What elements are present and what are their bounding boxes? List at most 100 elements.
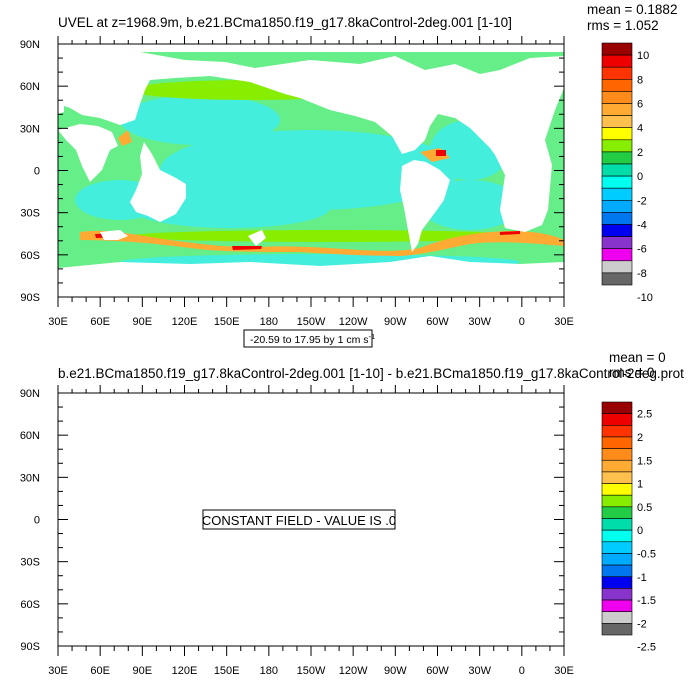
colorbar-swatch [601,564,633,578]
colorbar-swatch [601,260,633,274]
colorbar-swatch [601,611,633,624]
colorbar-swatch [601,576,633,589]
y-tick-label: 60N [20,430,40,442]
x-tick-label: 30W [468,665,491,677]
panel-top-contour-info-prefix: -20.59 to 17.95 by 1 cm s [250,334,368,346]
colorbar-swatch [601,151,633,165]
colorbar-label: 2 [637,432,643,444]
y-tick-label: 90S [20,292,40,304]
panel-bottom-constant-text: CONSTANT FIELD - VALUE IS .0 [202,513,396,528]
colorbar-swatch [601,54,633,68]
x-tick-label: 30W [468,316,491,328]
colorbar-swatch [601,127,633,141]
panel-bottom-title: b.e21.BCma1850.f19_g17.8kaControl-2deg.0… [58,366,684,381]
colorbar-swatch [601,91,633,104]
colorbar-label: 0.5 [637,502,652,514]
colorbar-swatch [601,139,633,153]
y-tick-label: 60N [20,81,40,93]
colorbar-swatch [601,200,633,213]
panel-bottom: b.e21.BCma1850.f19_g17.8kaControl-2deg.0… [20,350,684,677]
colorbar-label: -1.5 [637,595,656,607]
colorbar-swatch [601,623,633,636]
colorbar-label: -4 [637,220,647,232]
colorbar-label: 2 [637,147,643,159]
colorbar-swatch [601,599,633,612]
colorbar-swatch [601,459,633,473]
x-tick-label: 60W [426,316,449,328]
panel-top-contour-info-box [243,329,373,348]
x-tick-label: 120E [172,665,198,677]
x-tick-label: 150E [214,665,240,677]
panel-top-mean: mean = 0.1882 [587,2,677,17]
panel-top: UVEL at z=1968.9m, b.e21.BCma1850.f19_g1… [20,2,677,348]
x-tick-label: 150W [297,665,326,677]
x-tick-label: 30E [48,316,68,328]
colorbar-swatch [601,79,633,92]
y-tick-label: 0 [34,166,40,178]
colorbar-swatch [601,529,633,543]
colorbar-swatch [601,424,633,438]
colorbar-swatch [601,42,633,56]
colorbar-label: 0 [637,171,643,183]
colorbar-label: 4 [637,123,643,135]
x-tick-label: 120W [339,316,368,328]
y-tick-label: 90S [20,641,40,653]
panel-top-colorbar: 10 8 6 4 2 0 -2 -4 -6 -8 -10 [601,42,653,304]
colorbar-label: -2 [637,195,647,207]
colorbar-swatch [601,401,633,414]
x-tick-label: 30E [554,316,574,328]
panel-bottom-y-axis: 90N 60N 30N 0 30S 60S 90S [20,388,564,653]
colorbar-swatch [601,163,633,177]
colorbar-swatch [601,518,633,531]
panel-bottom-colorbar: 2.5 2 1.5 1 0.5 0 -0.5 -1 -1.5 -2 -2.5 [601,401,656,654]
x-tick-label: 150W [297,316,326,328]
x-tick-label: 60E [90,316,110,328]
colorbar-label: -0.5 [637,548,656,560]
colorbar-swatch [601,471,633,484]
x-tick-label: 90W [384,665,407,677]
colorbar-swatch [601,506,633,519]
panel-bottom-mean: mean = 0 [609,350,666,365]
x-tick-label: 90E [133,665,153,677]
panel-top-rms: rms = 1.052 [587,18,659,33]
colorbar-swatch [601,66,633,80]
panel-top-x-axis: 30E 60E 90E 120E 150E 180 150W 120W 90W 60W 30W 0 30… [48,36,574,328]
colorbar-swatch [601,187,633,201]
x-tick-label: 150E [214,316,240,328]
colorbar-swatch [601,541,633,554]
panel-top-y-axis: 90N 60N 30N 0 30S 60S 90S [20,39,564,304]
x-tick-label: 120E [172,316,198,328]
y-tick-label: 30N [20,123,40,135]
x-tick-label: 30E [554,665,574,677]
colorbar-label: 1.5 [637,455,652,467]
colorbar-swatch [601,413,633,426]
colorbar-swatch [601,272,633,286]
colorbar-label: -2.5 [637,642,656,654]
colorbar-swatch [601,553,633,566]
panel-top-contour-info-text: -20.59 to 17.95 by 1 cm s-1 [250,332,375,346]
colorbar-label: -8 [637,268,647,280]
colorbar-label: 2.5 [637,409,652,421]
colorbar-swatch [601,248,633,262]
panel-top-land [58,44,564,297]
x-tick-label: 30E [48,665,68,677]
panel-top-contour-info-sup: -1 [368,332,375,341]
x-tick-label: 180 [260,316,278,328]
x-tick-label: 180 [260,665,278,677]
y-tick-label: 30N [20,472,40,484]
colorbar-label: -10 [637,292,653,304]
y-tick-label: 60S [20,599,40,611]
y-tick-label: 90N [20,39,40,51]
colorbar-label: -6 [637,244,647,256]
x-tick-label: 60E [90,665,110,677]
panel-top-contour-info: -20.59 to 17.95 by 1 cm s-1 [243,329,375,348]
y-tick-label: 0 [34,515,40,527]
x-tick-label: 120W [339,665,368,677]
colorbar-label: 1 [637,479,643,491]
colorbar-swatch [601,224,633,237]
panel-top-map [57,43,565,298]
panel-bottom-constant-box [202,509,396,530]
x-tick-label: 0 [519,665,525,677]
colorbar-label: 0 [637,525,643,537]
colorbar-label: -1 [637,572,647,584]
